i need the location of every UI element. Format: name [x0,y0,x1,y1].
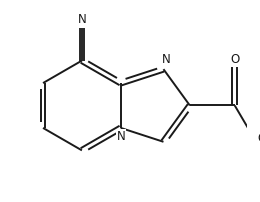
Text: N: N [162,53,171,66]
Text: N: N [116,129,125,143]
Text: O: O [230,53,239,66]
Text: N: N [77,13,86,26]
Text: O: O [258,132,260,145]
